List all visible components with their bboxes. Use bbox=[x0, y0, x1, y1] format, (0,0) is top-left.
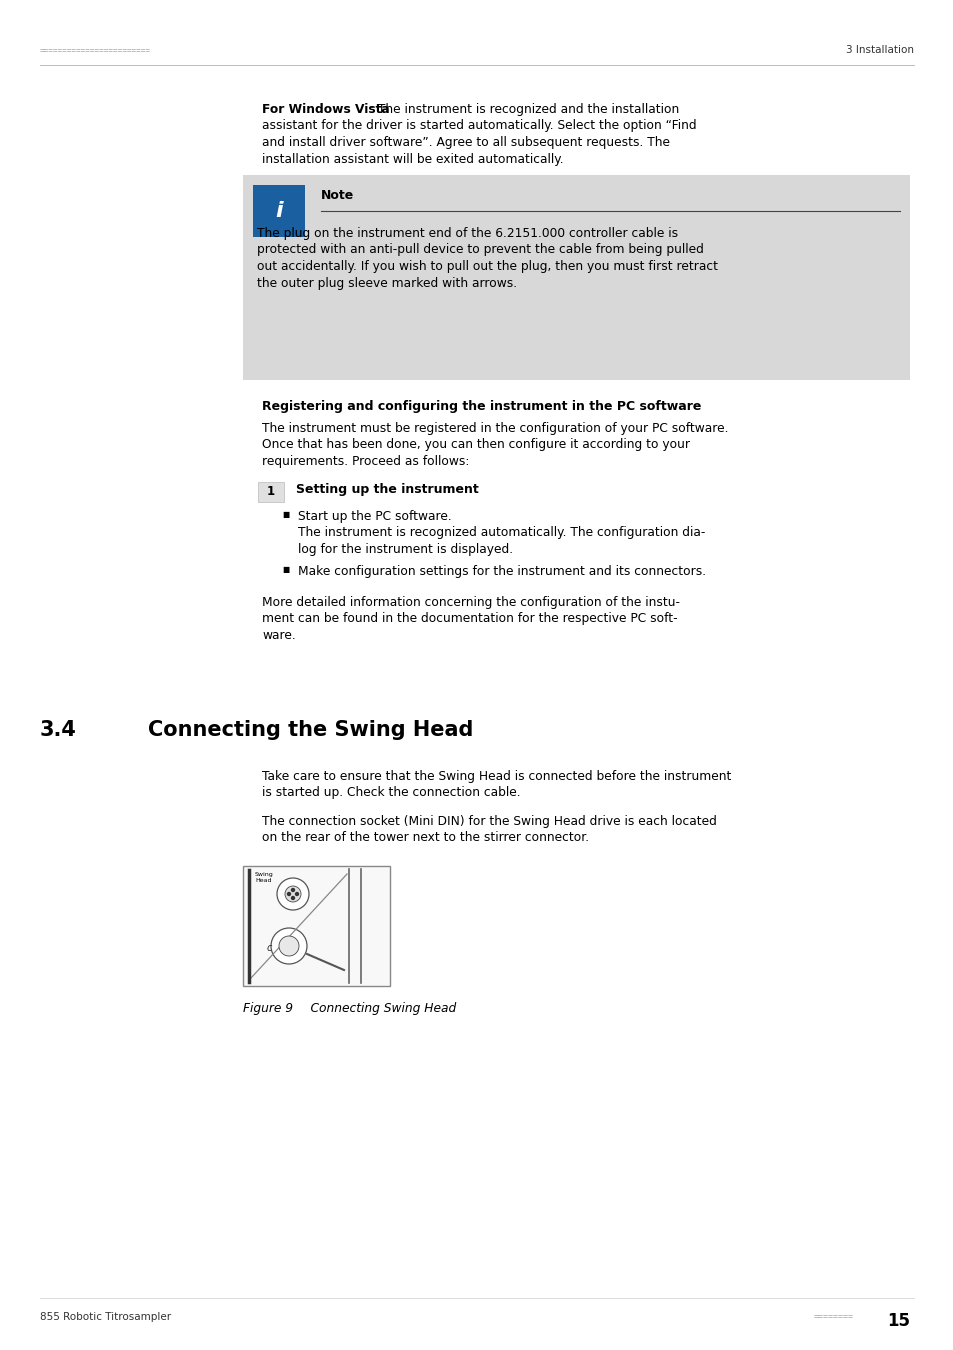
Text: Swing
Head: Swing Head bbox=[254, 872, 274, 883]
Text: More detailed information concerning the configuration of the instu-: More detailed information concerning the… bbox=[262, 595, 679, 609]
Text: Once that has been done, you can then configure it according to your: Once that has been done, you can then co… bbox=[262, 439, 689, 451]
Text: ware.: ware. bbox=[262, 629, 295, 643]
Text: assistant for the driver is started automatically. Select the option “Find: assistant for the driver is started auto… bbox=[262, 120, 696, 132]
Text: is started up. Check the connection cable.: is started up. Check the connection cabl… bbox=[262, 787, 520, 799]
Circle shape bbox=[271, 927, 307, 964]
Text: ■: ■ bbox=[282, 510, 289, 518]
Text: For Windows Vista: For Windows Vista bbox=[262, 103, 390, 116]
Text: ment can be found in the documentation for the respective PC soft-: ment can be found in the documentation f… bbox=[262, 613, 677, 625]
Text: requirements. Proceed as follows:: requirements. Proceed as follows: bbox=[262, 455, 469, 468]
Circle shape bbox=[287, 892, 291, 895]
Text: on the rear of the tower next to the stirrer connector.: on the rear of the tower next to the sti… bbox=[262, 832, 589, 845]
Circle shape bbox=[276, 878, 309, 910]
Text: the outer plug sleeve marked with arrows.: the outer plug sleeve marked with arrows… bbox=[256, 277, 517, 289]
Circle shape bbox=[292, 888, 294, 891]
Text: protected with an anti-pull device to prevent the cable from being pulled: protected with an anti-pull device to pr… bbox=[256, 243, 703, 256]
Text: Setting up the instrument: Setting up the instrument bbox=[295, 483, 478, 495]
Text: out accidentally. If you wish to pull out the plug, then you must first retract: out accidentally. If you wish to pull ou… bbox=[256, 261, 718, 273]
Text: Start up the PC software.: Start up the PC software. bbox=[297, 510, 452, 522]
Text: The instrument must be registered in the configuration of your PC software.: The instrument must be registered in the… bbox=[262, 423, 728, 435]
Text: Note: Note bbox=[320, 189, 354, 202]
Text: i: i bbox=[274, 201, 282, 221]
Circle shape bbox=[292, 896, 294, 899]
Text: 15: 15 bbox=[886, 1312, 909, 1330]
Text: installation assistant will be exited automatically.: installation assistant will be exited au… bbox=[262, 153, 563, 166]
Text: and install driver software”. Agree to all subsequent requests. The: and install driver software”. Agree to a… bbox=[262, 136, 669, 148]
FancyBboxPatch shape bbox=[257, 482, 284, 502]
Circle shape bbox=[295, 892, 298, 895]
Circle shape bbox=[278, 936, 298, 956]
Text: 1: 1 bbox=[267, 486, 274, 498]
Text: Take care to ensure that the Swing Head is connected before the instrument: Take care to ensure that the Swing Head … bbox=[262, 769, 731, 783]
Text: log for the instrument is displayed.: log for the instrument is displayed. bbox=[297, 543, 513, 556]
Circle shape bbox=[285, 886, 301, 902]
Text: Make configuration settings for the instrument and its connectors.: Make configuration settings for the inst… bbox=[297, 566, 705, 579]
Text: ========: ======== bbox=[813, 1312, 853, 1322]
FancyBboxPatch shape bbox=[253, 185, 305, 238]
Text: The instrument is recognized automatically. The configuration dia-: The instrument is recognized automatical… bbox=[297, 526, 704, 540]
Text: ■: ■ bbox=[282, 566, 289, 575]
FancyBboxPatch shape bbox=[243, 865, 390, 986]
Text: 855 Robotic Titrosampler: 855 Robotic Titrosampler bbox=[40, 1312, 171, 1322]
FancyBboxPatch shape bbox=[243, 176, 909, 379]
Text: The connection socket (Mini DIN) for the Swing Head drive is each located: The connection socket (Mini DIN) for the… bbox=[262, 815, 716, 828]
Text: : The instrument is recognized and the installation: : The instrument is recognized and the i… bbox=[370, 103, 679, 116]
Text: The plug on the instrument end of the 6.2151.000 controller cable is: The plug on the instrument end of the 6.… bbox=[256, 227, 678, 240]
Text: ========================: ======================== bbox=[40, 46, 151, 55]
Text: Registering and configuring the instrument in the PC software: Registering and configuring the instrume… bbox=[262, 400, 700, 413]
Text: 3.4: 3.4 bbox=[40, 720, 77, 740]
Text: 3 Installation: 3 Installation bbox=[845, 45, 913, 55]
Text: c: c bbox=[267, 944, 273, 953]
Text: Connecting Swing Head: Connecting Swing Head bbox=[294, 1002, 456, 1015]
Text: Connecting the Swing Head: Connecting the Swing Head bbox=[148, 720, 473, 740]
Text: Figure 9: Figure 9 bbox=[243, 1002, 293, 1015]
